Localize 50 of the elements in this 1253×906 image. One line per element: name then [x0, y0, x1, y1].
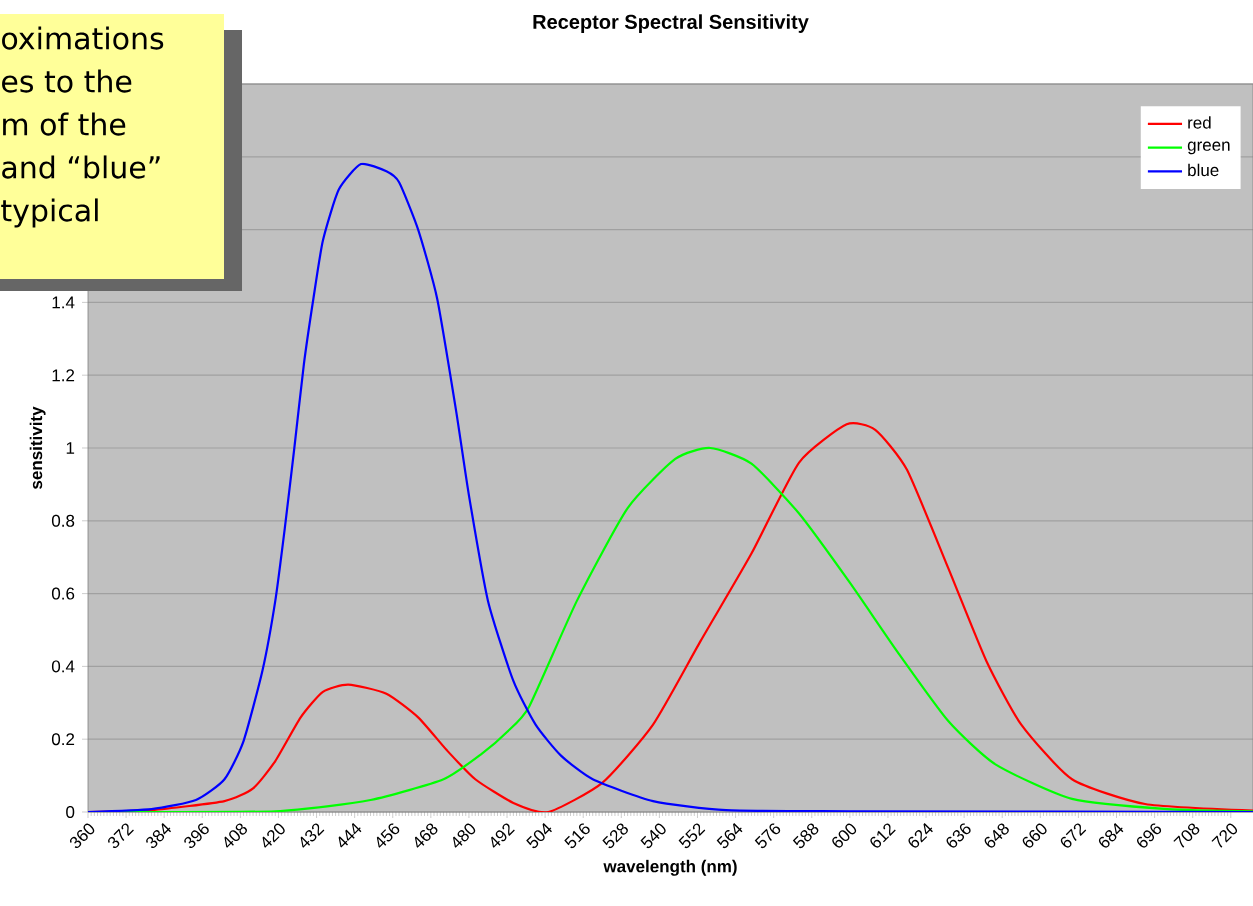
x-tick-label: 720: [1211, 823, 1238, 848]
x-tick-label: 696: [1137, 823, 1162, 848]
x-tick-label: 444: [338, 822, 362, 848]
x-tick-label: 492: [491, 823, 515, 848]
x-tick-label: 372: [108, 823, 134, 849]
x-tick-label: 540: [640, 823, 666, 849]
x-tick-label: 624: [908, 823, 933, 848]
annotation: typical: [1, 198, 98, 228]
y-tick-label: 0: [66, 806, 75, 819]
y-tick-label: 0.2: [51, 733, 75, 746]
x-tick-label: 648: [984, 823, 1009, 848]
x-tick-label: 588: [792, 823, 819, 849]
x-tick-label: 360: [69, 823, 95, 849]
x-axis-title: wavelength (nm): [603, 859, 737, 876]
legend-label: red: [1188, 116, 1211, 129]
x-tick-label: 420: [262, 823, 285, 848]
annotation: es to the: [2, 69, 132, 93]
x-tick-label: 528: [602, 823, 628, 849]
x-tick-label: 708: [1173, 823, 1200, 848]
x-tick-label: 684: [1098, 823, 1124, 848]
x-tick-label: 660: [1022, 823, 1047, 848]
y-tick-label: 0.6: [51, 587, 75, 600]
x-tick-label: 576: [754, 823, 781, 849]
y-tick-label: 0.4: [51, 660, 75, 673]
text: oximations: [2, 26, 164, 50]
x-tick-label: 552: [678, 823, 706, 849]
annotation: m of the: [3, 112, 126, 136]
x-tick-label: 504: [526, 823, 552, 849]
x-tick-label: 564: [716, 823, 743, 849]
y-tick-label: 1.2: [52, 369, 75, 382]
x-tick-label: 516: [564, 823, 590, 849]
x-tick-label: 636: [946, 823, 971, 848]
x-tick-label: 480: [453, 823, 476, 848]
y-tick-label: 1.4: [52, 296, 75, 309]
y-tick-label: 1: [66, 442, 75, 454]
x-tick-label: 456: [376, 823, 400, 848]
chart-title: Receptor Spectral Sensitivity: [533, 14, 809, 33]
annotation: and “blue”: [2, 155, 160, 179]
x-tick-label: 396: [184, 823, 209, 849]
x-tick-label: 432: [300, 823, 325, 848]
y-axis-title: sensitivity: [29, 406, 46, 489]
legend-label: blue: [1188, 163, 1219, 177]
x-tick-label: 600: [832, 823, 857, 848]
legend-label: green: [1187, 141, 1230, 155]
x-tick-label: 612: [870, 823, 896, 848]
x-tick-label: 408: [224, 823, 248, 848]
x-tick-label: 672: [1060, 823, 1087, 848]
x-tick-label: 468: [414, 823, 438, 848]
y-tick-label: 0.8: [51, 514, 75, 527]
x-tick-label: 384: [146, 823, 172, 849]
